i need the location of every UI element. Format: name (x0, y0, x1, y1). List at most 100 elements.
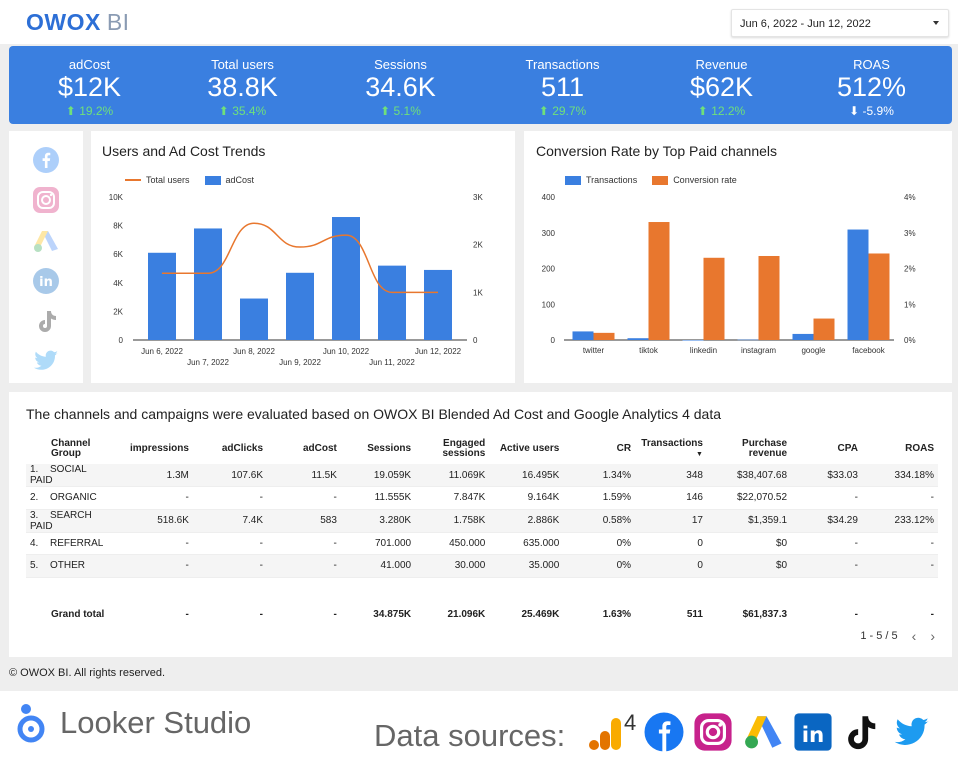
empty-cell (26, 577, 116, 602)
channel-name: ORGANIC (50, 492, 97, 504)
table-cell: 2.886K (489, 509, 564, 533)
total-cell: - (267, 602, 341, 626)
logo-bi-text: BI (106, 9, 130, 35)
kpi-sessions: Sessions 34.6K ⬆ 5.1% (322, 46, 479, 124)
table-cell: - (115, 554, 193, 578)
channel-filter-panel: in (9, 131, 83, 383)
col-header-sorted[interactable]: Transactions ▼ (635, 434, 707, 464)
table-cell: - (861, 554, 938, 578)
empty-cell (635, 577, 707, 602)
table-cell: 0% (563, 532, 636, 555)
table-cell: 9.164K (489, 486, 564, 510)
table-row[interactable]: 4. REFERRAL - - -701.000 450.000 635.000 0% 0 $0-… (26, 532, 938, 555)
col-header[interactable]: Active users (489, 434, 564, 464)
table-cell: - (861, 486, 938, 510)
conversion-rate-bar (703, 257, 725, 340)
row-index: 5. (30, 560, 39, 572)
legend-bar-swatch (204, 175, 221, 185)
col-header[interactable]: Purchase revenue (706, 434, 792, 464)
col-header[interactable]: Engaged sessions (415, 434, 490, 464)
y-left-tick-label: 200 (542, 265, 556, 274)
table-cell: 0% (563, 554, 636, 578)
col-header[interactable]: adCost (267, 434, 341, 464)
table-cell: 1.3M (115, 464, 193, 487)
col-header[interactable]: Sessions (340, 434, 416, 464)
chevron-right-icon[interactable]: › (930, 628, 935, 644)
table-cell: - (115, 486, 193, 510)
google-ads-icon[interactable] (31, 226, 61, 256)
table-row[interactable]: 2. ORGANIC - - -11.555K 7.847K 9.164K 1.59% 146 $… (26, 486, 938, 510)
x-tick-label: tiktok (639, 346, 659, 355)
table-cell: 1.34% (563, 464, 636, 487)
channel-name: SOCIAL PAID (30, 464, 87, 486)
x-tick-label: google (801, 346, 826, 355)
empty-cell (791, 577, 862, 602)
kpi-delta: ⬇ -5.9% (849, 104, 894, 118)
conversion-rate-bar (593, 332, 615, 340)
date-range-picker[interactable]: Jun 6, 2022 - Jun 12, 2022 (731, 9, 949, 37)
table-cell: 0 (635, 532, 707, 555)
table-cell: - (791, 486, 862, 510)
facebook-icon[interactable] (31, 145, 61, 175)
col-header[interactable]: CPA (791, 434, 862, 464)
y-left-tick-label: 4K (113, 279, 123, 288)
empty-cell (563, 577, 636, 602)
y-left-tick-label: 0 (551, 336, 556, 345)
col-header[interactable]: Channel Group (26, 434, 116, 464)
table-row[interactable]: 3. SEARCH PAID 518.6K 7.4K 583 3.280K 1.758K 2.… (26, 509, 938, 533)
chevron-left-icon[interactable]: ‹ (911, 628, 917, 644)
y-left-tick-label: 10K (109, 193, 124, 202)
table-cell: 0 (635, 554, 707, 578)
table-cell: 348 (635, 464, 707, 487)
table-cell: 16.495K (489, 464, 564, 487)
channel-group-cell: 4. REFERRAL (26, 532, 116, 555)
conversion-rate-bar (868, 253, 890, 340)
y-right-tick-label: 2% (904, 265, 916, 274)
col-header[interactable]: ROAS (861, 434, 938, 464)
copyright-text: © OWOX BI. All rights reserved. (9, 667, 166, 679)
kpi-label: Total users (211, 57, 274, 72)
legend-bar-swatch (652, 175, 669, 185)
adcost-bar (240, 298, 268, 340)
col-header[interactable]: impressions (115, 434, 193, 464)
adcost-bar (286, 272, 314, 340)
google-analytics-icon: 4 (589, 710, 636, 754)
table-cell: 30.000 (415, 554, 490, 578)
top-bar: OWOX BI Jun 6, 2022 - Jun 12, 2022 (0, 0, 958, 44)
arrow-up-icon: ⬆ (65, 104, 76, 118)
total-cell: 21.096K (415, 602, 490, 626)
y-right-tick-label: 1% (904, 300, 916, 309)
y-left-tick-label: 400 (542, 193, 556, 202)
kpi-value: $12K (57, 72, 122, 102)
table-cell: - (192, 554, 268, 578)
adcost-bar (194, 228, 222, 340)
table-cell: $22,070.52 (706, 486, 792, 510)
twitter-icon[interactable] (31, 345, 61, 375)
x-tick-label: Jun 9, 2022 (279, 358, 321, 367)
y-left-tick-label: 8K (113, 222, 123, 231)
instagram-icon[interactable] (31, 185, 61, 215)
arrow-up-icon: ⬆ (218, 104, 229, 118)
kpi-delta: ⬆ 5.1% (380, 104, 421, 118)
kpi-scorecards: adCost $12K ⬆ 19.2% Total users 38.8K ⬆ … (9, 46, 952, 124)
y-left-tick-label: 0 (119, 336, 124, 345)
kpi-value: 34.6K (365, 72, 436, 102)
table-cell: - (267, 486, 341, 510)
kpi-label: Sessions (374, 57, 427, 72)
table-cell: $1,359.1 (706, 509, 792, 533)
arrow-up-icon: ⬆ (380, 104, 391, 118)
col-header[interactable]: adClicks (192, 434, 268, 464)
table-row[interactable]: 5. OTHER - - -41.000 30.000 35.000 0% 0 $0- - (26, 554, 938, 578)
col-header[interactable]: CR (563, 434, 636, 464)
kpi-transactions: Transactions 511 ⬆ 29.7% (484, 46, 641, 124)
kpi-delta: ⬆ 19.2% (65, 104, 114, 118)
table-cell: - (192, 486, 268, 510)
table-row[interactable]: 1. SOCIAL PAID 1.3M 107.6K 11.5K 19.059K 11.06… (26, 464, 938, 487)
x-tick-label: Jun 10, 2022 (323, 347, 370, 356)
pagination-label: 1 - 5 / 5 (860, 630, 898, 642)
total-cell: 25.469K (489, 602, 564, 626)
channels-table-panel: The channels and campaigns were evaluate… (9, 392, 952, 657)
tiktok-icon[interactable] (31, 306, 61, 336)
users-adcost-chart: 0 2K 4K 6K 8K 10K 0 1K 2K 3K Jun 6, 2022 Jun 7, 202… (109, 193, 484, 367)
linkedin-icon[interactable]: in (31, 266, 61, 296)
